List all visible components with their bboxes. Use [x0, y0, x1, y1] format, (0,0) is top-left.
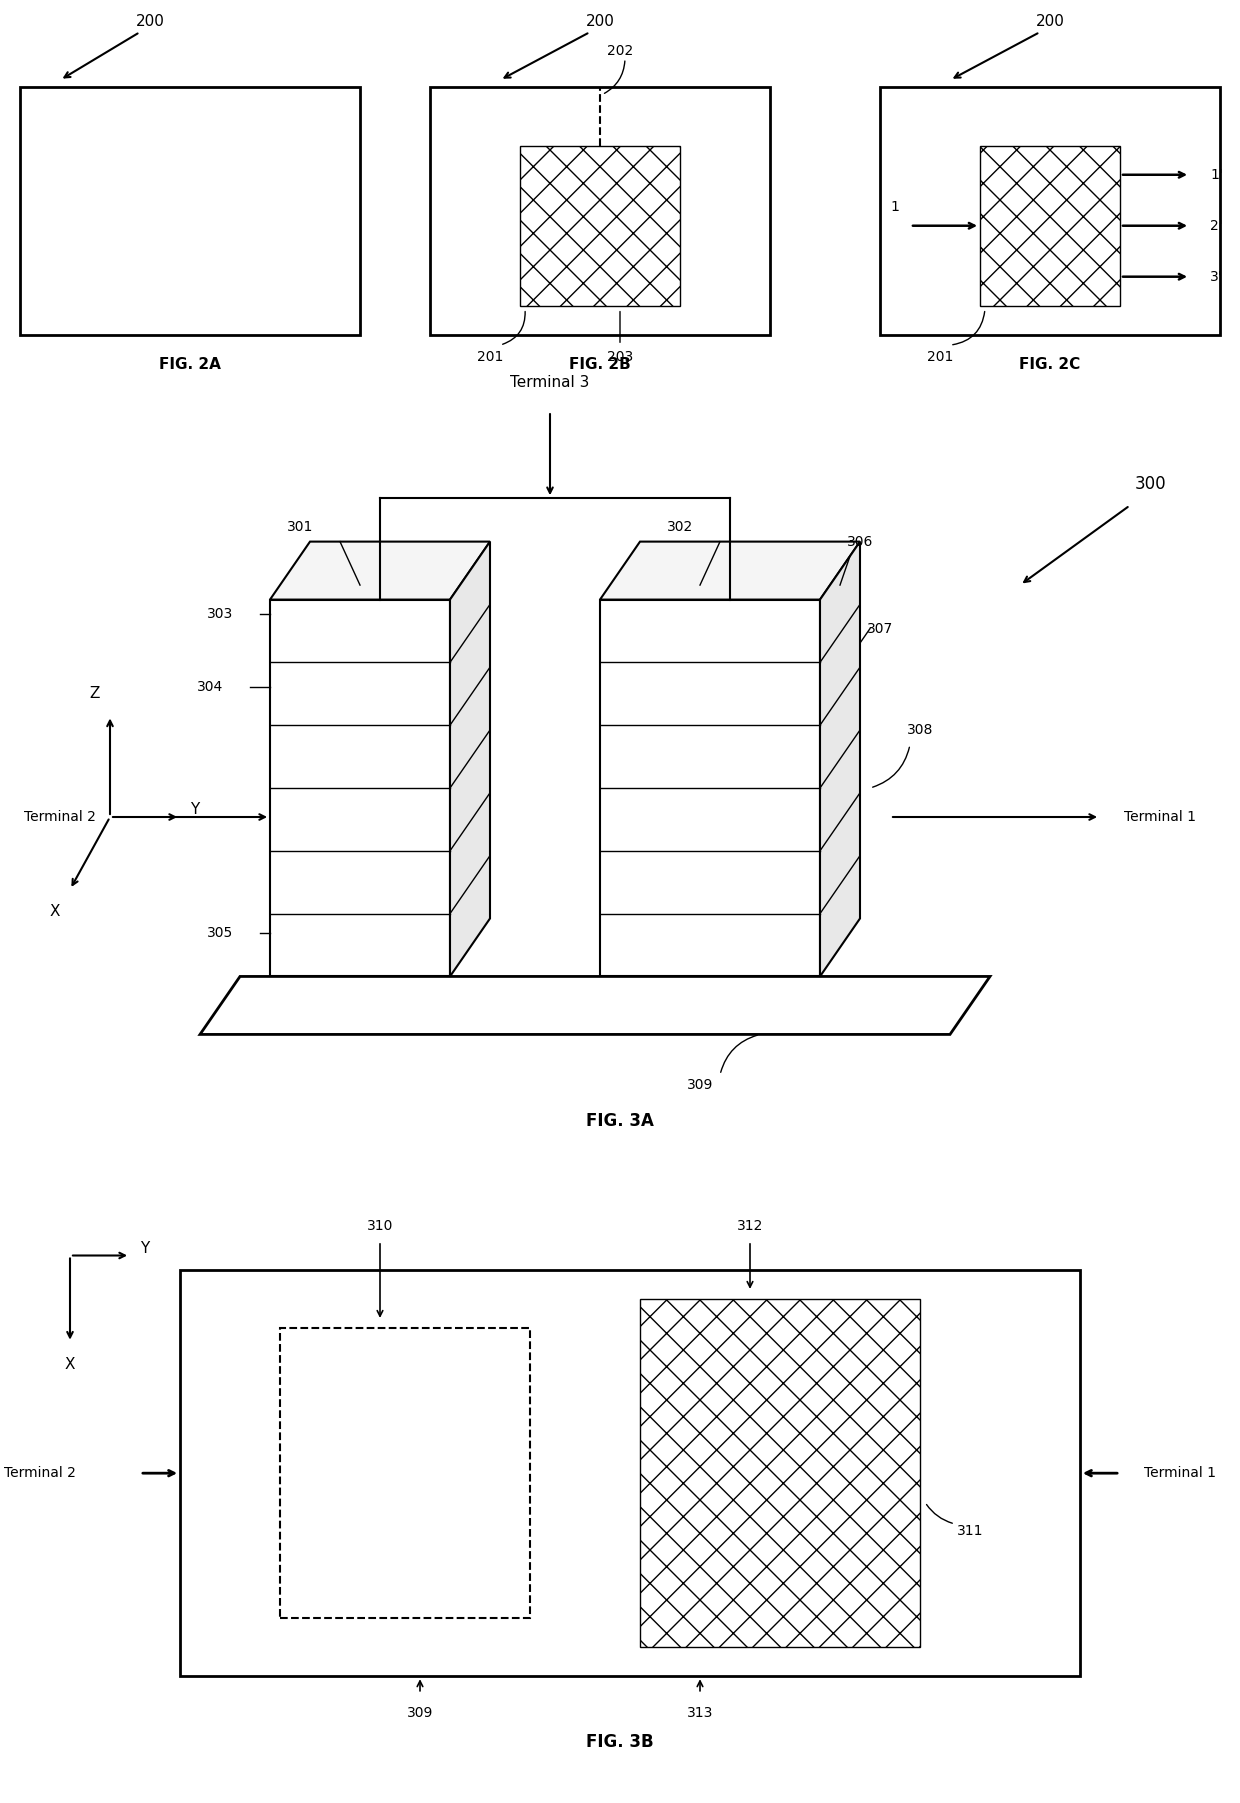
Text: Terminal 1: Terminal 1 — [1123, 810, 1197, 824]
Polygon shape — [270, 541, 490, 600]
Bar — [430, 87, 770, 335]
Text: Terminal 2: Terminal 2 — [4, 1466, 76, 1480]
Text: 300: 300 — [1135, 474, 1166, 492]
Polygon shape — [820, 541, 861, 977]
Text: 311: 311 — [957, 1524, 983, 1538]
Text: 308: 308 — [906, 723, 934, 737]
Polygon shape — [600, 541, 861, 600]
Text: 201: 201 — [926, 350, 954, 364]
Text: X: X — [64, 1358, 76, 1372]
Text: 2': 2' — [1210, 218, 1223, 233]
Text: 312: 312 — [737, 1219, 763, 1233]
Text: Terminal 1: Terminal 1 — [1145, 1466, 1216, 1480]
Text: FIG. 3A: FIG. 3A — [587, 1112, 653, 1130]
Text: 304: 304 — [197, 680, 223, 694]
Text: FIG. 2C: FIG. 2C — [1019, 357, 1080, 371]
Text: Y: Y — [191, 802, 200, 817]
Text: 310: 310 — [367, 1219, 393, 1233]
Text: 203: 203 — [606, 350, 634, 364]
Bar — [980, 146, 1120, 307]
Text: 201: 201 — [477, 350, 503, 364]
Text: Terminal 2: Terminal 2 — [24, 810, 95, 824]
Text: 3': 3' — [1210, 270, 1223, 283]
Text: 302: 302 — [667, 519, 693, 534]
Text: Z: Z — [89, 687, 100, 701]
Polygon shape — [200, 977, 990, 1035]
Text: 301: 301 — [286, 519, 314, 534]
Text: 307: 307 — [867, 622, 893, 636]
Polygon shape — [450, 541, 490, 977]
Text: 1: 1 — [890, 200, 899, 215]
Bar — [180, 1269, 1080, 1677]
Bar — [880, 87, 1220, 335]
Text: 306: 306 — [847, 535, 873, 548]
Bar — [270, 600, 450, 977]
Text: FIG. 2B: FIG. 2B — [569, 357, 631, 371]
Text: X: X — [50, 903, 61, 920]
Bar — [20, 87, 360, 335]
Text: 313: 313 — [687, 1706, 713, 1720]
Text: 305: 305 — [207, 927, 233, 939]
Bar — [520, 146, 680, 307]
Text: 200: 200 — [1035, 14, 1064, 29]
Text: 309: 309 — [407, 1706, 433, 1720]
Text: 1': 1' — [1210, 168, 1223, 182]
Bar — [600, 600, 820, 977]
Text: 309: 309 — [687, 1078, 713, 1093]
Text: 202: 202 — [606, 43, 634, 58]
Text: Terminal 3: Terminal 3 — [511, 375, 590, 389]
Bar — [280, 1329, 529, 1619]
Text: Y: Y — [140, 1240, 150, 1255]
Text: FIG. 2A: FIG. 2A — [159, 357, 221, 371]
Bar — [640, 1298, 920, 1648]
Text: 200: 200 — [585, 14, 615, 29]
Text: 303: 303 — [207, 608, 233, 620]
Text: 200: 200 — [135, 14, 165, 29]
Text: FIG. 3B: FIG. 3B — [587, 1733, 653, 1751]
